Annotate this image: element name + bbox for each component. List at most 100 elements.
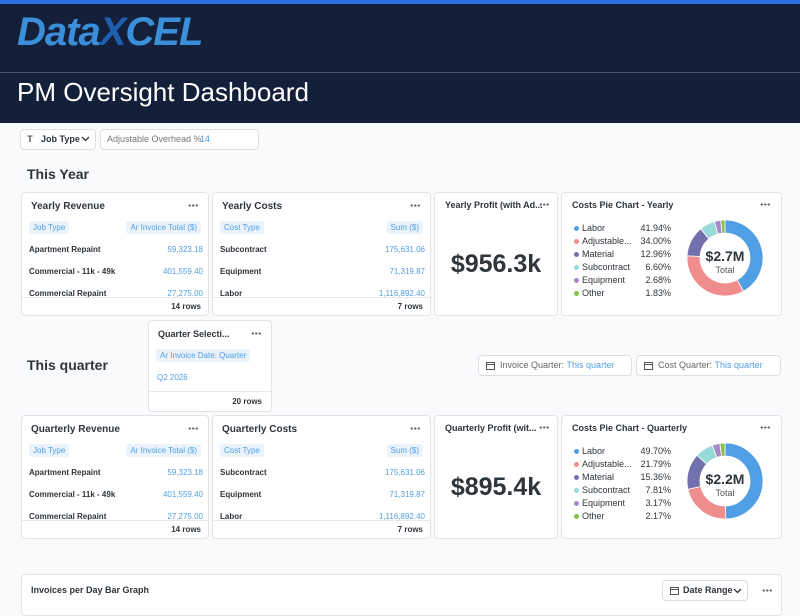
column-header: Job Type: [29, 444, 70, 457]
calendar-icon: [670, 587, 679, 595]
filter-label: Invoice Quarter:: [500, 360, 565, 370]
donut-total: $2.2M: [705, 471, 745, 487]
legend-label: Equipment: [582, 498, 626, 508]
filter-label: Cost Quarter:: [658, 360, 713, 370]
logo-cel: CEL: [125, 10, 203, 54]
legend-value: 2.68%: [645, 275, 671, 285]
row-label: Labor: [220, 512, 243, 520]
legend-value: 12.96%: [640, 249, 671, 259]
legend-dot: [574, 291, 579, 296]
row-value: 59,323.18: [167, 245, 203, 254]
quarter-filter[interactable]: Cost Quarter: This quarter: [636, 355, 781, 376]
quarter-selection-card: Quarter Selecti... Ar Invoice Date: Quart…: [148, 320, 272, 412]
profit-value: $956.3k: [450, 250, 542, 278]
row-label: Commercial - 11k - 49k: [29, 490, 116, 499]
menu-button[interactable]: [188, 427, 198, 430]
legend-dot: [574, 488, 579, 493]
date-range-button[interactable]: Date Range: [662, 580, 748, 601]
column-header: Ar Invoice Total ($): [126, 444, 201, 457]
column-header: Cost Type: [220, 221, 264, 234]
table-card: Yearly Revenue Job Type Ar Invoice Total (…: [21, 192, 209, 316]
overhead-filter[interactable]: Adjustable Overhead %: 14: [100, 129, 259, 150]
menu-button[interactable]: [760, 426, 770, 429]
legend-dot: [574, 449, 579, 454]
legend-label: Other: [582, 288, 605, 298]
column-header: Sum ($): [386, 444, 423, 457]
donut-total: $2.7M: [705, 248, 745, 264]
filter-text: Invoice Quarter: This quarter: [500, 356, 615, 375]
menu-button[interactable]: [539, 203, 549, 206]
calendar-icon: [644, 362, 653, 370]
legend-value: 1.83%: [645, 288, 671, 298]
pie-card: Costs Pie Chart - Yearly Labor 41.94% Adjus…: [561, 192, 782, 316]
donut-chart: [686, 219, 764, 297]
menu-button[interactable]: [539, 426, 549, 429]
type-icon: 𝐓: [27, 134, 33, 144]
card-title: Yearly Revenue: [31, 201, 105, 212]
row-label: Equipment: [220, 490, 262, 499]
logo-x: X: [99, 10, 127, 54]
menu-button[interactable]: [410, 204, 420, 207]
legend-dot: [574, 226, 579, 231]
row-value: 1,116,892.40: [378, 512, 425, 520]
menu-button[interactable]: [410, 427, 420, 430]
donut-segment: [724, 442, 764, 520]
menu-button[interactable]: [760, 203, 770, 206]
divider: [0, 72, 800, 73]
row-value: Q2 2026: [157, 373, 188, 382]
filter-text: Cost Quarter: This quarter: [658, 356, 763, 375]
icon-shape: [670, 587, 679, 595]
legend-value: 3.17%: [645, 498, 671, 508]
chevron: [81, 136, 90, 142]
menu-button[interactable]: [251, 332, 261, 335]
chevron: [733, 588, 742, 594]
column-header: Ar Invoice Total ($): [126, 221, 201, 234]
legend-label: Other: [582, 511, 605, 521]
card-title: Quarterly Costs: [222, 424, 298, 435]
table-body: Apartment Repaint 59,323.18 Commercial - 1…: [22, 458, 208, 520]
row-label: Commercial Repaint: [29, 512, 107, 520]
menu-button[interactable]: [762, 589, 772, 592]
bar-graph-card: Invoices per Day Bar Graph Date Range: [21, 574, 782, 616]
page-title: PM Oversight Dashboard: [17, 77, 309, 107]
donut-total-label: Total: [715, 488, 735, 498]
job-type-filter[interactable]: 𝐓 Job Type: [20, 129, 96, 150]
card-title: Quarter Selecti...: [158, 329, 230, 339]
legend-value: 49.70%: [640, 446, 671, 456]
calendar-icon: [486, 362, 495, 370]
footer-line: [149, 391, 271, 392]
row-label: Equipment: [220, 267, 262, 276]
legend-dot: [574, 265, 579, 270]
row-label: Apartment Repaint: [29, 468, 101, 477]
legend-value: 2.17%: [645, 511, 671, 521]
legend-label: Material: [582, 472, 615, 482]
top-strip: [0, 0, 800, 4]
card-title: Yearly Costs: [222, 201, 283, 212]
legend-value: 21.79%: [640, 459, 671, 469]
legend-label: Subcontract: [582, 262, 631, 272]
row-count: 20 rows: [232, 397, 262, 406]
legend-value: 15.36%: [640, 472, 671, 482]
quarter-filter[interactable]: Invoice Quarter: This quarter: [478, 355, 632, 376]
card-title: Costs Pie Chart - Quarterly: [572, 423, 688, 433]
legend-value: 7.81%: [645, 485, 671, 495]
row-value: 71,319.87: [389, 267, 425, 276]
row-value: 175,631.06: [384, 245, 425, 254]
legend-value: 34.00%: [640, 236, 671, 246]
menu-button[interactable]: [188, 204, 198, 207]
legend-label: Labor: [582, 223, 606, 233]
legend-label: Subcontract: [582, 485, 631, 495]
table-body: Apartment Repaint 59,323.18 Commercial - 1…: [22, 235, 208, 297]
button-label: Date Range: [683, 585, 733, 595]
legend-label: Adjustable...: [582, 459, 632, 469]
icon-shape: [486, 362, 495, 370]
card-title: Invoices per Day Bar Graph: [31, 585, 150, 595]
legend-dot: [574, 278, 579, 283]
card-title: Quarterly Revenue: [31, 424, 120, 435]
row-label: Apartment Repaint: [29, 245, 101, 254]
legend-dot: [574, 501, 579, 506]
profit-value: $895.4k: [450, 473, 542, 501]
row-value: 27,275.00: [167, 289, 203, 297]
logo-data: Data: [17, 10, 101, 54]
